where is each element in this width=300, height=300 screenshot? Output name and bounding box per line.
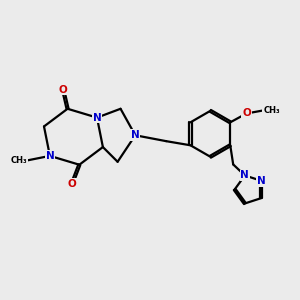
Text: CH₃: CH₃	[11, 156, 27, 165]
Text: O: O	[59, 85, 68, 94]
Text: N: N	[46, 151, 54, 161]
Text: O: O	[68, 179, 76, 189]
Text: N: N	[241, 170, 249, 181]
Text: O: O	[242, 109, 251, 118]
Text: N: N	[131, 130, 140, 140]
Text: N: N	[93, 112, 101, 123]
Text: N: N	[257, 176, 266, 186]
Text: CH₃: CH₃	[263, 106, 280, 115]
